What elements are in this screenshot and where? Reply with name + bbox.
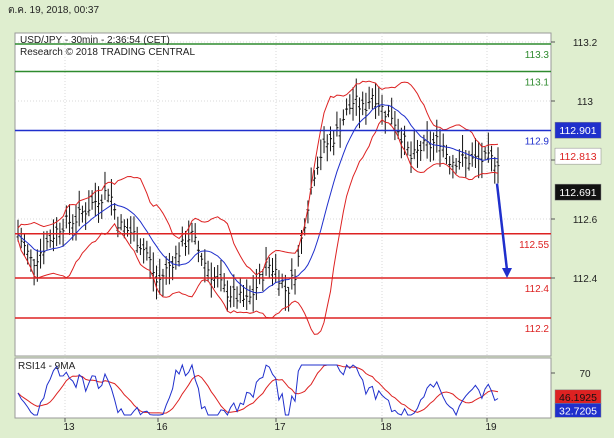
rsi-panel bbox=[14, 357, 552, 419]
price-marker-label: 112.901 bbox=[559, 125, 596, 137]
rsi-line bbox=[17, 363, 499, 417]
rsi-series bbox=[17, 363, 499, 417]
timestamp: ต.ค. 19, 2018, 00:37 bbox=[8, 5, 100, 16]
x-tick-label: 13 bbox=[63, 422, 75, 433]
y-tick-label: 113.2 bbox=[573, 38, 598, 49]
level-label: 113.1 bbox=[525, 78, 550, 89]
level-label: 112.4 bbox=[525, 284, 550, 295]
forecast-arrow-head bbox=[502, 268, 512, 278]
main-series bbox=[16, 78, 500, 335]
chart-title: USD/JPY - 30min - 2:36:54 (CET) bbox=[20, 35, 170, 46]
y-tick-label: 112.6 bbox=[573, 215, 598, 226]
rsi-marker-box bbox=[554, 403, 602, 418]
time-axis: 13 16 17 18 19 bbox=[63, 418, 497, 433]
bollinger-upper bbox=[17, 80, 499, 276]
chart-subtitle: Research © 2018 TRADING CENTRAL bbox=[20, 47, 195, 58]
level-label: 113.3 bbox=[525, 50, 550, 61]
y-tick-label: 112.4 bbox=[573, 274, 598, 285]
rsi-title: RSI14 - 9MA bbox=[18, 361, 76, 372]
header-bar: ต.ค. 19, 2018, 00:37 bbox=[0, 0, 614, 20]
rsi-ma-line bbox=[17, 364, 499, 414]
price-marker-box bbox=[554, 147, 602, 165]
main-panel bbox=[14, 32, 552, 357]
bollinger-lower bbox=[17, 118, 499, 335]
rsi-tick-label: 70 bbox=[579, 369, 591, 380]
x-tick-label: 16 bbox=[156, 422, 168, 433]
price-marker-label: 112.691 bbox=[559, 187, 596, 199]
moving-average bbox=[17, 103, 499, 294]
x-tick-label: 19 bbox=[485, 422, 497, 433]
level-label: 112.2 bbox=[525, 324, 550, 335]
x-tick-label: 18 bbox=[380, 422, 392, 433]
y-tick-label: 113 bbox=[577, 97, 593, 108]
price-markers: 112.901 112.813 112.691 bbox=[554, 121, 602, 201]
forecast-arrow-shaft bbox=[495, 183, 509, 271]
level-label: 112.9 bbox=[525, 137, 550, 148]
rsi-marker-label: 32.7205 bbox=[559, 405, 597, 417]
support-resistance-levels: 113.3 113.1 112.9 112.55 112.4 112.2 bbox=[15, 43, 551, 335]
rsi-axis: 70 bbox=[551, 369, 591, 380]
price-marker-box bbox=[554, 121, 602, 139]
x-tick-label: 17 bbox=[274, 422, 286, 433]
rsi-marker-label: 46.1925 bbox=[559, 392, 597, 404]
rsi-grid bbox=[64, 358, 488, 418]
level-label: 112.55 bbox=[519, 240, 549, 251]
price-marker-box bbox=[554, 183, 602, 201]
price-marker-label: 112.813 bbox=[559, 151, 596, 163]
